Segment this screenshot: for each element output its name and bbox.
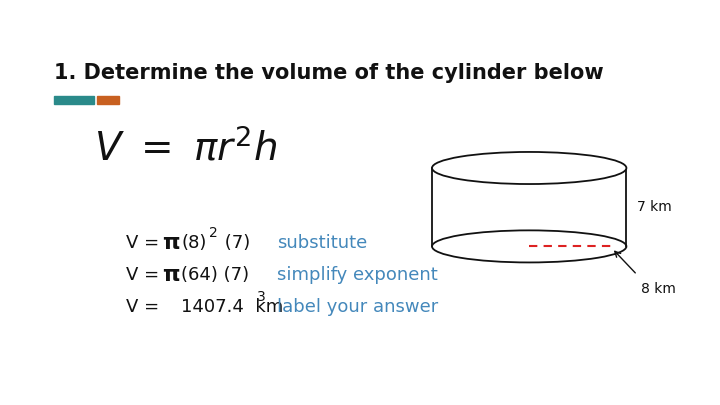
Text: substitute: substitute bbox=[277, 234, 367, 252]
Text: (8): (8) bbox=[181, 234, 207, 252]
Text: 2: 2 bbox=[209, 226, 217, 240]
Bar bbox=[97, 96, 119, 104]
Text: (7): (7) bbox=[219, 234, 250, 252]
Bar bbox=[432, 168, 626, 246]
Ellipse shape bbox=[432, 152, 626, 184]
Text: 1. Determine the volume of the cylinder below: 1. Determine the volume of the cylinder … bbox=[54, 63, 603, 83]
Ellipse shape bbox=[432, 230, 626, 262]
Text: $\mathbf{\pi}$: $\mathbf{\pi}$ bbox=[162, 233, 180, 253]
Text: (64) (7): (64) (7) bbox=[181, 266, 250, 284]
Text: $\mathbf{\pi}$: $\mathbf{\pi}$ bbox=[162, 265, 180, 285]
Text: label your answer: label your answer bbox=[277, 298, 438, 316]
Text: V =: V = bbox=[126, 298, 165, 316]
Text: 7 km: 7 km bbox=[637, 200, 672, 214]
Text: 8 km: 8 km bbox=[641, 282, 675, 296]
Text: V =: V = bbox=[126, 234, 165, 252]
Bar bbox=[54, 96, 94, 104]
Text: 3: 3 bbox=[257, 290, 266, 304]
Text: simplify exponent: simplify exponent bbox=[277, 266, 438, 284]
Text: V =: V = bbox=[126, 266, 165, 284]
Text: $\mathit{V}\ =\ \pi r^2 h$: $\mathit{V}\ =\ \pi r^2 h$ bbox=[94, 128, 276, 168]
Text: 1407.4  km: 1407.4 km bbox=[181, 298, 284, 316]
